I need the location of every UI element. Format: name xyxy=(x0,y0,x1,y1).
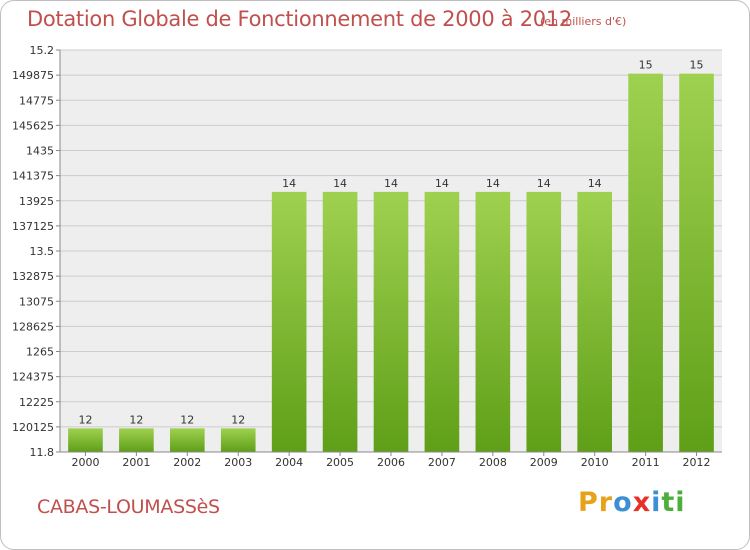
chart-subtitle: (en milliers d'€) xyxy=(540,15,627,28)
bar-value-label: 14 xyxy=(384,177,398,190)
bar-2009 xyxy=(526,191,562,452)
y-tick-label: 137125 xyxy=(12,220,54,233)
y-tick-label: 13925 xyxy=(19,195,54,208)
x-tick-label: 2005 xyxy=(326,456,354,469)
logo-letter: r xyxy=(598,487,614,518)
x-tick-label: 2002 xyxy=(173,456,201,469)
commune-name: CABAS-LOUMASSèS xyxy=(37,496,220,518)
bar-2001 xyxy=(119,428,154,452)
bar-2002 xyxy=(169,428,205,452)
y-tick-label: 12225 xyxy=(19,396,54,409)
bar-2005 xyxy=(322,191,358,452)
logo-letter: P xyxy=(578,487,599,518)
x-tick-label: 2011 xyxy=(632,456,660,469)
bar-value-label: 14 xyxy=(435,177,449,190)
bar-2010 xyxy=(577,191,613,452)
bar-2004 xyxy=(271,191,307,452)
x-tick-label: 2012 xyxy=(683,456,711,469)
x-tick-label: 2001 xyxy=(122,456,150,469)
y-tick-label: 145625 xyxy=(12,119,54,132)
bar-value-label: 14 xyxy=(588,177,602,190)
bar-value-label: 14 xyxy=(537,177,551,190)
x-tick-label: 2003 xyxy=(224,456,252,469)
logo-letter: x xyxy=(632,487,652,518)
bar-2007 xyxy=(424,191,460,452)
logo-letter: t xyxy=(661,487,676,518)
x-tick-label: 2004 xyxy=(275,456,303,469)
bar-value-label: 12 xyxy=(78,413,92,426)
x-tick-label: 2009 xyxy=(530,456,558,469)
y-tick-label: 13075 xyxy=(19,295,54,308)
y-tick-label: 128625 xyxy=(12,320,54,333)
y-tick-label: 1265 xyxy=(26,346,54,359)
bar-2000 xyxy=(68,428,103,452)
chart-title: Dotation Globale de Fonctionnement de 20… xyxy=(27,7,572,31)
bar-2011 xyxy=(628,73,663,452)
logo-letter: i xyxy=(675,487,686,518)
bar-value-label: 14 xyxy=(282,177,296,190)
y-tick-label: 149875 xyxy=(12,69,54,82)
x-tick-label: 2008 xyxy=(479,456,507,469)
bar-value-label: 12 xyxy=(180,413,194,426)
bar-2012 xyxy=(679,73,714,452)
bar-2008 xyxy=(475,191,511,452)
y-tick-label: 124375 xyxy=(12,371,54,384)
bar-value-label: 15 xyxy=(639,59,653,72)
x-tick-label: 2010 xyxy=(581,456,609,469)
x-tick-label: 2000 xyxy=(71,456,99,469)
y-tick-label: 13.5 xyxy=(30,245,55,258)
bar-value-label: 12 xyxy=(129,413,143,426)
y-tick-label: 120125 xyxy=(12,421,54,434)
x-tick-label: 2006 xyxy=(377,456,405,469)
logo-letter: i xyxy=(651,487,662,518)
bar-value-label: 14 xyxy=(486,177,500,190)
bar-value-label: 14 xyxy=(333,177,347,190)
proxiti-logo: Proxiti xyxy=(578,487,686,518)
y-tick-label: 1435 xyxy=(26,145,54,158)
y-tick-label: 15.2 xyxy=(30,44,55,57)
y-tick-label: 132875 xyxy=(12,270,54,283)
bar-2003 xyxy=(220,428,256,452)
logo-letter: o xyxy=(613,487,633,518)
x-tick-label: 2007 xyxy=(428,456,456,469)
y-tick-label: 11.8 xyxy=(30,446,55,459)
y-tick-label: 14775 xyxy=(19,94,54,107)
y-tick-label: 141375 xyxy=(12,170,54,183)
bar-value-label: 12 xyxy=(231,413,245,426)
bar-2006 xyxy=(373,191,409,452)
bar-value-label: 15 xyxy=(690,59,704,72)
